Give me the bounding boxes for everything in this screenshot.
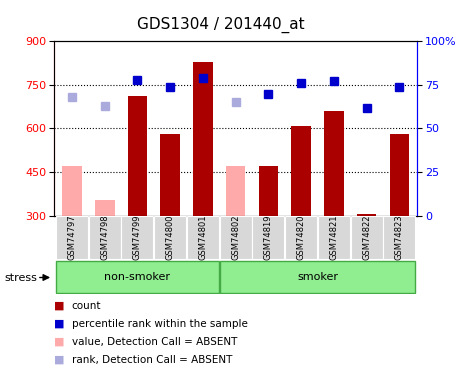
Text: stress: stress	[5, 273, 38, 283]
Text: GSM74802: GSM74802	[231, 214, 240, 260]
Text: GSM74797: GSM74797	[68, 214, 76, 260]
Bar	[154, 216, 186, 259]
Text: GDS1304 / 201440_at: GDS1304 / 201440_at	[136, 17, 304, 33]
Text: GSM74800: GSM74800	[166, 214, 174, 260]
Text: percentile rank within the sample: percentile rank within the sample	[72, 319, 248, 328]
Bar	[219, 261, 416, 292]
Bar	[187, 216, 219, 259]
Bar	[252, 216, 285, 259]
Text: smoker: smoker	[297, 272, 338, 282]
Text: GSM74801: GSM74801	[198, 214, 207, 260]
Bar	[390, 134, 409, 216]
Text: ■: ■	[54, 301, 64, 310]
Text: GSM74823: GSM74823	[395, 214, 404, 260]
Bar	[357, 214, 377, 216]
Text: ■: ■	[54, 337, 64, 346]
Text: GSM74820: GSM74820	[297, 214, 306, 260]
Text: GSM74798: GSM74798	[100, 214, 109, 260]
Text: non-smoker: non-smoker	[105, 272, 170, 282]
Bar	[56, 261, 219, 292]
Text: rank, Detection Call = ABSENT: rank, Detection Call = ABSENT	[72, 355, 232, 364]
Bar	[258, 166, 278, 216]
Text: ■: ■	[54, 319, 64, 328]
Bar	[128, 96, 147, 216]
Bar	[95, 200, 114, 216]
Text: count: count	[72, 301, 101, 310]
Bar	[291, 126, 311, 216]
Bar	[324, 111, 344, 216]
Bar	[160, 134, 180, 216]
Text: GSM74799: GSM74799	[133, 214, 142, 260]
Text: GSM74821: GSM74821	[329, 214, 339, 260]
Bar	[226, 166, 245, 216]
Bar	[89, 216, 121, 259]
Bar	[383, 216, 416, 259]
Bar	[351, 216, 383, 259]
Text: GSM74822: GSM74822	[362, 214, 371, 260]
Bar	[285, 216, 317, 259]
Bar	[62, 166, 82, 216]
Bar	[318, 216, 350, 259]
Text: ■: ■	[54, 355, 64, 364]
Text: GSM74819: GSM74819	[264, 214, 273, 260]
Bar	[193, 62, 213, 216]
Text: value, Detection Call = ABSENT: value, Detection Call = ABSENT	[72, 337, 237, 346]
Bar	[121, 216, 153, 259]
Bar	[56, 216, 88, 259]
Bar	[219, 216, 252, 259]
